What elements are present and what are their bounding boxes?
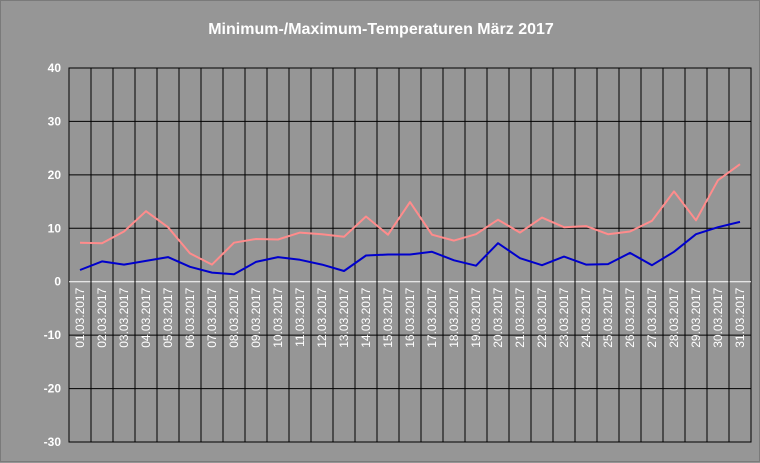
x-tick-label: 29.03.2017 bbox=[689, 287, 703, 347]
x-tick-label: 08.03.2017 bbox=[227, 287, 241, 347]
x-tick-label: 06.03.2017 bbox=[183, 287, 197, 347]
x-tick-label: 20.03.2017 bbox=[491, 287, 505, 347]
x-tick-label: 16.03.2017 bbox=[403, 287, 417, 347]
x-tick-label: 28.03.2017 bbox=[667, 287, 681, 347]
y-axis: 40 30 20 10 0 -10 -20 -30 bbox=[44, 61, 62, 449]
y-tick-label: 40 bbox=[48, 61, 62, 75]
x-tick-label: 18.03.2017 bbox=[447, 287, 461, 347]
x-tick-label: 25.03.2017 bbox=[601, 287, 615, 347]
x-tick-label: 23.03.2017 bbox=[557, 287, 571, 347]
x-tick-label: 12.03.2017 bbox=[315, 287, 329, 347]
x-tick-label: 22.03.2017 bbox=[535, 287, 549, 347]
x-tick-label: 05.03.2017 bbox=[161, 287, 175, 347]
x-tick-label: 04.03.2017 bbox=[139, 287, 153, 347]
x-tick-label: 11.03.2017 bbox=[293, 287, 307, 346]
chart-title: Minimum-/Maximum-Temperaturen März 2017 bbox=[208, 21, 554, 38]
x-tick-label: 26.03.2017 bbox=[623, 287, 637, 347]
x-tick-label: 15.03.2017 bbox=[381, 287, 395, 347]
x-tick-label: 17.03.2017 bbox=[425, 287, 439, 347]
y-tick-label: -10 bbox=[44, 328, 62, 342]
x-tick-label: 09.03.2017 bbox=[249, 287, 263, 347]
series-line-min bbox=[79, 220, 741, 276]
x-tick-label: 24.03.2017 bbox=[579, 287, 593, 347]
y-tick-label: 30 bbox=[48, 114, 62, 128]
y-tick-label: 20 bbox=[48, 168, 62, 182]
y-tick-label: -20 bbox=[44, 382, 62, 396]
x-tick-label: 02.03.2017 bbox=[95, 287, 109, 347]
x-tick-label: 21.03.2017 bbox=[513, 287, 527, 347]
y-tick-label: 0 bbox=[54, 275, 61, 289]
x-tick-label: 03.03.2017 bbox=[117, 287, 131, 347]
x-tick-label: 30.03.2017 bbox=[711, 287, 725, 347]
y-tick-label: -30 bbox=[44, 435, 62, 449]
grid-lines bbox=[69, 67, 751, 443]
x-tick-label: 31.03.2017 bbox=[733, 287, 747, 347]
x-tick-label: 13.03.2017 bbox=[337, 287, 351, 347]
x-axis: 01.03.2017 02.03.2017 03.03.2017 04.03.2017… bbox=[73, 287, 747, 347]
series-lines bbox=[79, 163, 741, 276]
series-line-max bbox=[79, 163, 741, 266]
x-tick-label: 10.03.2017 bbox=[271, 287, 285, 347]
y-tick-label: 10 bbox=[48, 221, 62, 235]
x-tick-label: 07.03.2017 bbox=[205, 287, 219, 347]
x-tick-label: 01.03.2017 bbox=[73, 287, 87, 347]
x-tick-label: 19.03.2017 bbox=[469, 287, 483, 347]
x-tick-label: 14.03.2017 bbox=[359, 287, 373, 347]
x-tick-label: 27.03.2017 bbox=[645, 287, 659, 347]
